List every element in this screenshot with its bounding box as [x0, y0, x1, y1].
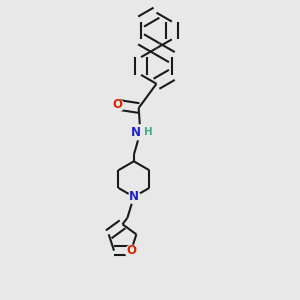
Text: O: O [113, 98, 123, 111]
Text: H: H [144, 127, 153, 137]
Text: O: O [126, 244, 136, 257]
Text: N: N [131, 126, 141, 139]
Text: N: N [129, 190, 139, 203]
